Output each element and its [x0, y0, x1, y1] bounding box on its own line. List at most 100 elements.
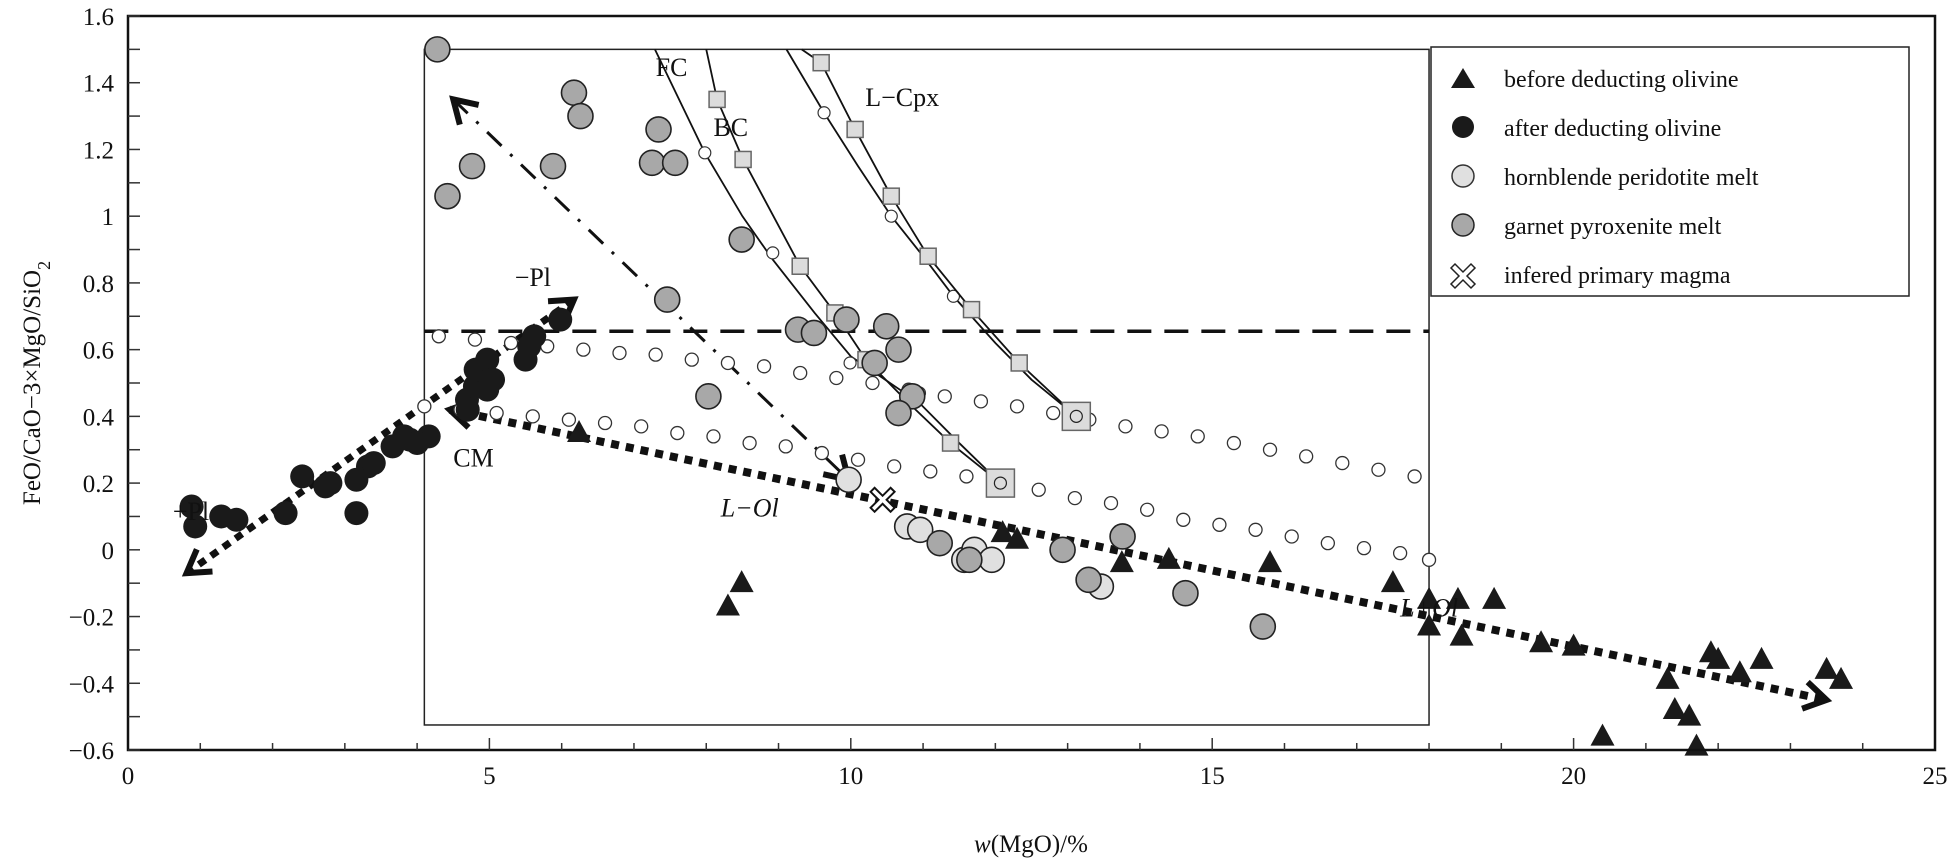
circle-point: [1049, 536, 1076, 564]
y-tick-label: −0.6: [69, 738, 114, 765]
open-circle-point: [525, 409, 540, 424]
annotation-label: FC: [656, 53, 688, 82]
black-circle-point: [179, 494, 204, 519]
y-tick-label: 1.6: [83, 4, 114, 31]
model-circle-point: [884, 209, 898, 223]
open-circle-point: [778, 439, 793, 454]
black-circle-point: [475, 347, 500, 372]
model-circle-point: [698, 146, 712, 160]
circle-point: [645, 116, 672, 143]
legend-label-before: before deducting olivine: [1504, 67, 1739, 93]
triangle-point: [1655, 666, 1680, 689]
model-end-circle: [993, 476, 1008, 490]
circle-point: [458, 152, 486, 180]
open-circle-point: [489, 405, 504, 421]
model-end-square: [1061, 401, 1092, 432]
open-circle-point: [1226, 435, 1242, 451]
model-square-point: [941, 434, 960, 452]
cross-point: [869, 486, 897, 514]
open-circle-point: [684, 352, 699, 367]
model-square-point: [1010, 354, 1028, 372]
legend-light-circle-icon: [1451, 164, 1475, 188]
model-curve: [705, 49, 1001, 484]
open-circle-point: [1335, 455, 1350, 471]
triangle-point: [1156, 546, 1181, 569]
legend-label-after: after deducting olivine: [1504, 116, 1721, 142]
open-circle-point: [923, 464, 938, 479]
triangle-point: [1561, 633, 1586, 656]
circle-point: [539, 152, 567, 180]
circle-point: [906, 516, 934, 544]
model-end-square: [985, 468, 1016, 498]
triangle-point: [1706, 646, 1731, 669]
x-tick-label: 20: [1561, 763, 1586, 790]
triangle-point: [990, 520, 1015, 543]
open-circle-point: [756, 359, 772, 374]
annotation-label: L+Ol: [1399, 594, 1458, 623]
open-circle-point: [1031, 482, 1046, 497]
annotation-label: −Pl: [515, 263, 551, 292]
open-circle-point: [793, 365, 808, 381]
triangle-point: [1749, 646, 1774, 669]
circle-point: [885, 399, 912, 427]
legend-label-garnet: garnet pyroxenite melt: [1504, 214, 1722, 240]
legend-triangle-icon: [1451, 68, 1475, 88]
open-circle-point: [1176, 512, 1191, 527]
y-tick-label: 1: [102, 204, 115, 231]
model-curve: [801, 48, 1077, 418]
y-tick-label: 0: [102, 538, 115, 565]
black-circle-point: [361, 451, 386, 476]
triangle-point: [567, 420, 592, 443]
circle-point: [872, 312, 900, 340]
circle-point: [638, 149, 666, 177]
legend-label-primary: infered primary magma: [1504, 263, 1731, 289]
reference-lines: [181, 48, 1833, 726]
circle-point: [800, 319, 828, 347]
circle-point: [1109, 523, 1136, 550]
triangle-point: [1662, 696, 1687, 719]
open-circle-point: [742, 435, 757, 451]
model-end-circle: [1069, 409, 1083, 423]
model-square-point: [734, 150, 752, 169]
olivine-trend-line: [448, 405, 1828, 704]
black-circle-point: [224, 507, 249, 532]
y-tick-label: 0.2: [83, 471, 114, 498]
circle-point: [567, 102, 594, 130]
triangle-point: [1417, 613, 1442, 636]
open-circle-point: [1009, 399, 1025, 414]
model-square-point: [846, 120, 864, 139]
black-circle-point: [290, 464, 315, 489]
open-circle-point: [1046, 405, 1061, 421]
model-square-point: [708, 90, 726, 109]
open-circle-point: [561, 412, 577, 427]
open-circle-point: [670, 425, 685, 441]
circle-point: [978, 546, 1006, 574]
model-square-point: [812, 53, 830, 72]
x-tick-label: 0: [122, 763, 135, 790]
open-circle-point: [1392, 546, 1408, 561]
open-circle-point: [706, 429, 721, 444]
open-circle-point: [720, 355, 736, 371]
open-circle-point: [1356, 541, 1372, 556]
y-tick-label: 1.2: [83, 137, 114, 164]
triangle-point: [1445, 586, 1470, 609]
open-circle-point: [1320, 535, 1335, 551]
legend: before deducting olivine after deducting…: [1430, 46, 1910, 297]
inner-region-box: [423, 48, 1430, 726]
triangle-point: [1380, 570, 1405, 593]
open-circle-point: [973, 394, 989, 409]
open-circle-point: [417, 399, 432, 414]
open-circle-point: [937, 389, 952, 404]
open-circle-point: [1371, 462, 1386, 477]
y-tick-label: 0.4: [83, 404, 115, 431]
triangle-point: [1529, 630, 1554, 653]
circle-point: [861, 349, 888, 377]
y-tick-label: 0.6: [83, 338, 114, 365]
y-axis-title: FeO/CaO−3×MgO/SiO2: [19, 261, 54, 505]
olivine-trend-line-arrowhead: [1801, 679, 1833, 712]
y-tick-label: 1.4: [83, 71, 115, 98]
black-circle-point: [548, 307, 573, 332]
open-circle-point: [467, 332, 483, 347]
triangle-point: [1727, 660, 1752, 683]
